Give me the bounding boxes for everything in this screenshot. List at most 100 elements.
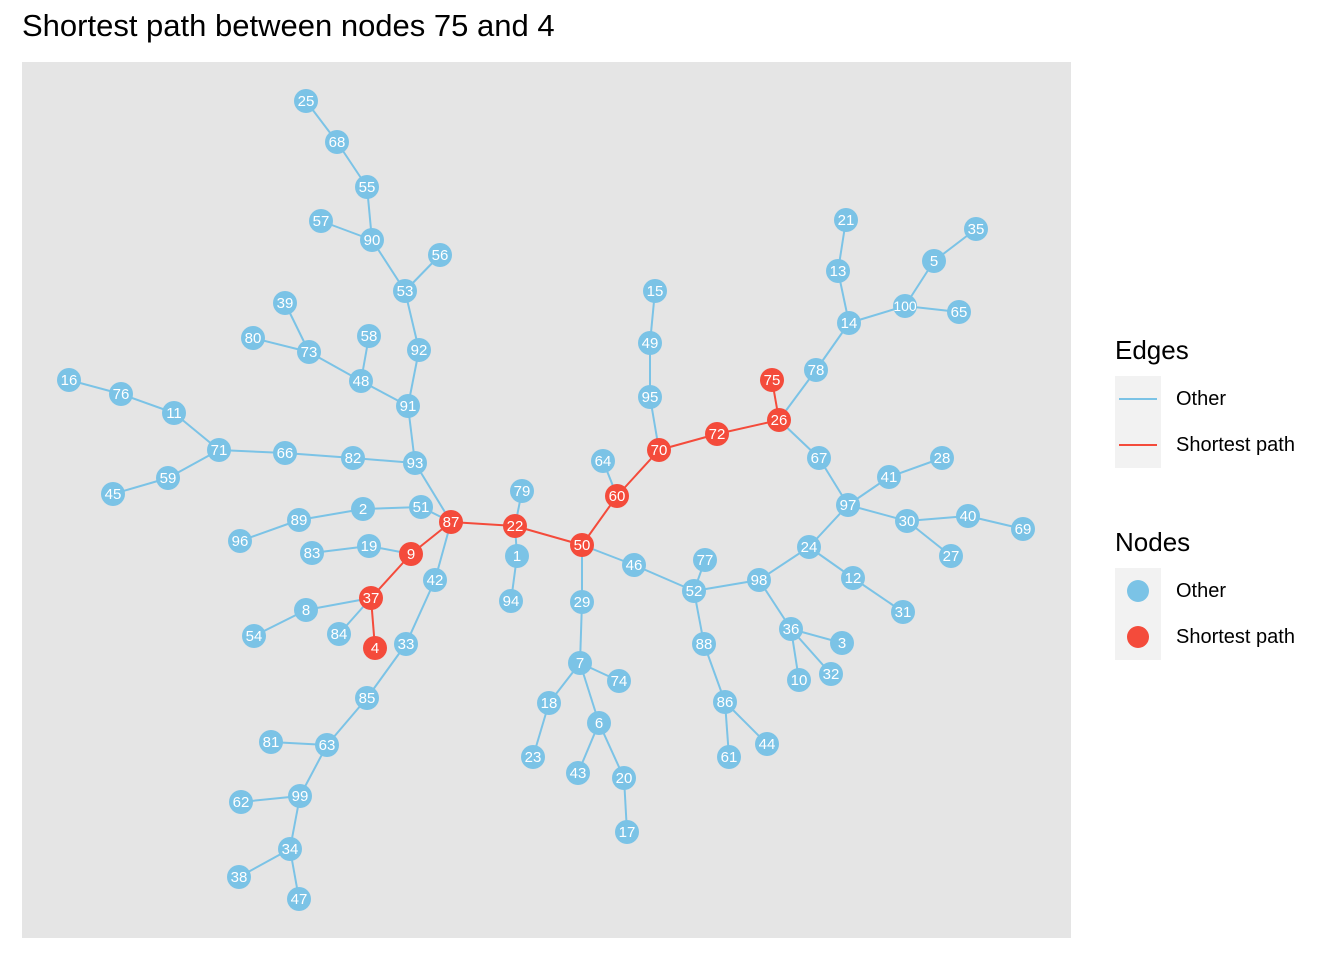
node-circle-62 — [229, 790, 253, 814]
node-2: 2 — [351, 497, 375, 521]
node-circle-93 — [403, 451, 427, 475]
node-circle-20 — [612, 766, 636, 790]
node-circle-11 — [162, 401, 186, 425]
node-label-35: 35 — [968, 221, 985, 238]
node-circle-99 — [288, 784, 312, 808]
node-label-33: 33 — [398, 636, 415, 653]
node-label-73: 73 — [301, 344, 318, 361]
nodes-legend-label-other: Other — [1176, 580, 1227, 602]
node-label-86: 86 — [717, 694, 734, 711]
node-label-2: 2 — [359, 501, 367, 518]
node-50: 50 — [570, 533, 594, 557]
node-17: 17 — [615, 820, 639, 844]
node-15: 15 — [643, 279, 667, 303]
node-circle-95 — [638, 385, 662, 409]
node-58: 58 — [357, 324, 381, 348]
node-5: 5 — [922, 249, 946, 273]
node-68: 68 — [325, 130, 349, 154]
node-44: 44 — [755, 732, 779, 756]
node-circle-96 — [228, 529, 252, 553]
node-circle-16 — [57, 368, 81, 392]
node-32: 32 — [819, 662, 843, 686]
node-53: 53 — [393, 279, 417, 303]
node-21: 21 — [834, 208, 858, 232]
node-label-5: 5 — [930, 253, 938, 270]
node-circle-79 — [510, 479, 534, 503]
node-circle-41 — [877, 465, 901, 489]
node-label-39: 39 — [277, 295, 294, 312]
node-label-61: 61 — [721, 749, 738, 766]
edges-legend-label-other: Other — [1176, 388, 1227, 410]
node-circle-33 — [394, 632, 418, 656]
edges-legend: Edges Other Shortest path — [1115, 335, 1295, 468]
node-31: 31 — [891, 600, 915, 624]
node-circle-57 — [309, 209, 333, 233]
node-label-55: 55 — [359, 179, 376, 196]
node-85: 85 — [355, 686, 379, 710]
node-37: 37 — [359, 586, 383, 610]
node-label-80: 80 — [245, 330, 262, 347]
node-circle-83 — [300, 541, 324, 565]
node-circle-23 — [521, 745, 545, 769]
node-circle-65 — [947, 300, 971, 324]
node-circle-49 — [638, 331, 662, 355]
node-label-62: 62 — [233, 794, 250, 811]
node-circle-22 — [503, 514, 527, 538]
node-label-20: 20 — [616, 770, 633, 787]
node-circle-71 — [207, 438, 231, 462]
node-74: 74 — [607, 669, 631, 693]
node-51: 51 — [409, 495, 433, 519]
nodes-legend-label-path: Shortest path — [1176, 626, 1295, 648]
node-49: 49 — [638, 331, 662, 355]
node-circle-15 — [643, 279, 667, 303]
node-label-99: 99 — [292, 788, 309, 805]
node-10: 10 — [787, 668, 811, 692]
node-20: 20 — [612, 766, 636, 790]
node-label-71: 71 — [211, 442, 228, 459]
node-circle-4 — [363, 636, 387, 660]
node-16: 16 — [57, 368, 81, 392]
node-36: 36 — [779, 617, 803, 641]
node-22: 22 — [503, 514, 527, 538]
node-99: 99 — [288, 784, 312, 808]
node-circle-54 — [242, 624, 266, 648]
other-node-swatch — [1127, 580, 1149, 602]
node-label-7: 7 — [576, 655, 584, 672]
node-26: 26 — [767, 408, 791, 432]
node-84: 84 — [327, 622, 351, 646]
node-81: 81 — [259, 730, 283, 754]
node-circle-88 — [692, 632, 716, 656]
node-label-88: 88 — [696, 636, 713, 653]
node-circle-43 — [566, 761, 590, 785]
node-label-18: 18 — [541, 695, 558, 712]
node-circle-92 — [407, 338, 431, 362]
node-circle-50 — [570, 533, 594, 557]
node-circle-72 — [705, 422, 729, 446]
node-87: 87 — [439, 510, 463, 534]
node-42: 42 — [423, 568, 447, 592]
node-label-57: 57 — [313, 213, 330, 230]
node-circle-40 — [956, 504, 980, 528]
node-label-83: 83 — [304, 545, 321, 562]
node-7: 7 — [568, 651, 592, 675]
node-label-65: 65 — [951, 304, 968, 321]
node-label-47: 47 — [291, 891, 308, 908]
node-40: 40 — [956, 504, 980, 528]
node-34: 34 — [278, 837, 302, 861]
node-11: 11 — [162, 401, 186, 425]
node-label-92: 92 — [411, 342, 428, 359]
node-label-66: 66 — [277, 445, 294, 462]
node-56: 56 — [428, 243, 452, 267]
node-label-30: 30 — [899, 513, 916, 530]
node-circle-24 — [797, 535, 821, 559]
node-circle-82 — [341, 446, 365, 470]
node-label-100: 100 — [893, 298, 917, 314]
node-label-42: 42 — [427, 572, 444, 589]
node-circle-44 — [755, 732, 779, 756]
node-circle-53 — [393, 279, 417, 303]
node-label-31: 31 — [895, 604, 912, 621]
node-label-52: 52 — [686, 583, 703, 600]
node-circle-28 — [930, 446, 954, 470]
node-label-38: 38 — [231, 869, 248, 886]
node-label-85: 85 — [359, 690, 376, 707]
